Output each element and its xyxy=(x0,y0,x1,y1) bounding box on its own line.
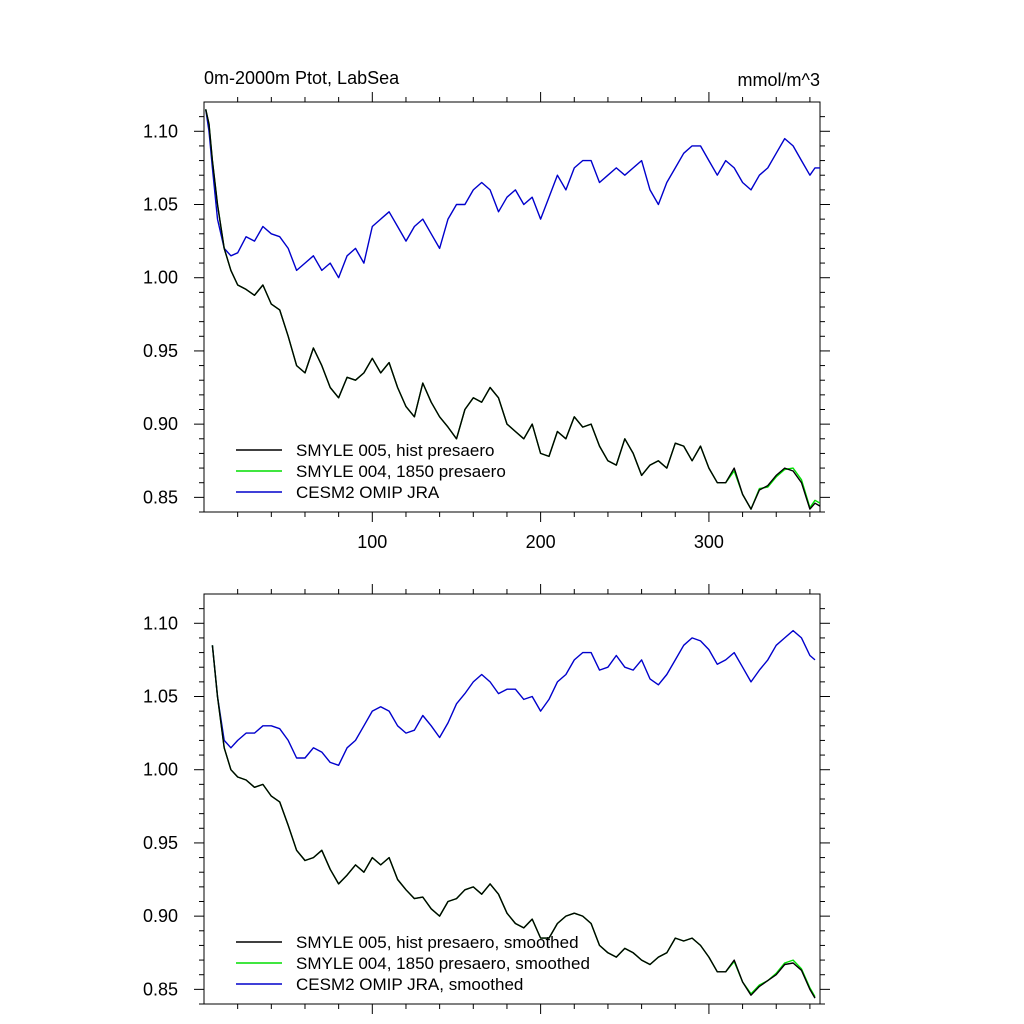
legend-label: CESM2 OMIP JRA, smoothed xyxy=(296,975,523,994)
legend-label: SMYLE 004, 1850 presaero xyxy=(296,462,506,481)
units-label: mmol/m^3 xyxy=(738,70,820,90)
series-line-0 xyxy=(205,109,820,510)
legend-label: SMYLE 005, hist presaero, smoothed xyxy=(296,933,579,952)
y-tick-label: 0.95 xyxy=(143,341,178,361)
y-tick-label: 1.05 xyxy=(143,687,178,707)
y-tick-label: 1.00 xyxy=(143,268,178,288)
top-panel: 100 200 300 0.85 0.90 0.95 1.00 1.05 1.10 SMYLE 0… xyxy=(143,92,830,552)
y-tick-label: 1.10 xyxy=(143,121,178,141)
x-tick-label: 300 xyxy=(694,532,724,552)
y-tick-label: 1.10 xyxy=(143,613,178,633)
x-tick-label: 100 xyxy=(357,532,387,552)
series-line-0 xyxy=(211,645,816,999)
y-tick-label: 0.95 xyxy=(143,833,178,853)
chart-title: 0m-2000m Ptot, LabSea xyxy=(204,68,400,88)
y-tick-label: 1.00 xyxy=(143,760,178,780)
bottom-panel: 0.85 0.90 0.95 1.00 1.05 1.10 SMYLE 005, hist … xyxy=(143,584,830,1014)
legend-label: CESM2 OMIP JRA xyxy=(296,483,440,502)
series-line-2 xyxy=(205,109,820,279)
series-line-2 xyxy=(211,629,816,766)
y-tick-label: 0.85 xyxy=(143,979,178,999)
legend-label: SMYLE 005, hist presaero xyxy=(296,441,494,460)
x-tick-label: 200 xyxy=(526,532,556,552)
y-tick-label: 0.85 xyxy=(143,487,178,507)
y-tick-label: 1.05 xyxy=(143,195,178,215)
y-tick-label: 0.90 xyxy=(143,906,178,926)
legend-label: SMYLE 004, 1850 presaero, smoothed xyxy=(296,954,590,973)
y-tick-label: 0.90 xyxy=(143,414,178,434)
